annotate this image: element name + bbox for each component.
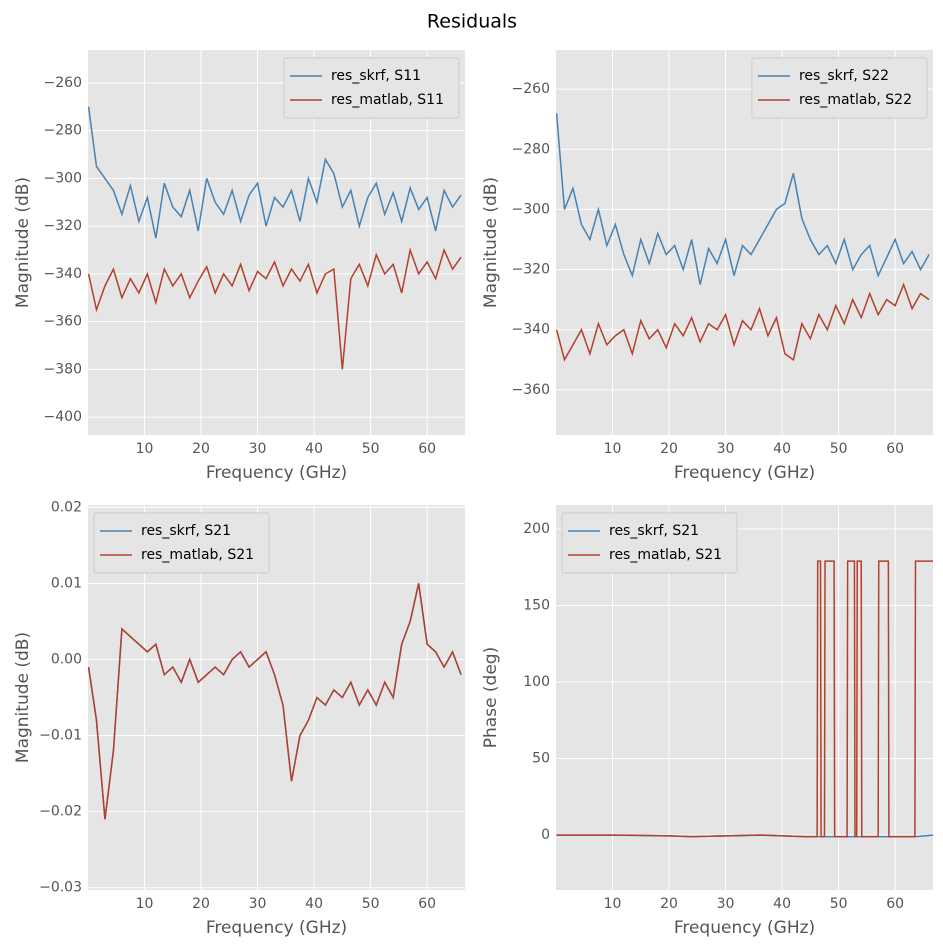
legend: res_skrf, S21 res_matlab, S21 [93, 512, 270, 574]
x-tick-label: 40 [305, 896, 323, 912]
y-tick-label: 100 [523, 674, 550, 690]
y-tick-label: 150 [523, 598, 550, 614]
subplot: 10 20 30 40 50 60 0 50 100 150 200 Frequency (GHz) P… [481, 505, 933, 938]
x-tick-label: 10 [136, 441, 154, 457]
x-axis-label: Frequency (GHz) [674, 463, 815, 483]
y-tick-label: −360 [44, 314, 82, 330]
legend-box [751, 57, 928, 119]
y-tick-label: −380 [44, 361, 82, 377]
y-tick-label: −0.01 [39, 728, 82, 744]
legend-label: res_skrf, S21 [141, 523, 231, 539]
y-tick-label: 50 [532, 751, 550, 767]
x-tick-label: 50 [362, 896, 380, 912]
subplot: 10 20 30 40 50 60 −400 −380 −360 −340 −320 −300 −280… [13, 50, 465, 483]
y-tick-label: −280 [44, 123, 82, 139]
y-tick-label: −0.03 [39, 880, 82, 896]
y-tick-label: −260 [44, 75, 82, 91]
x-tick-label: 50 [830, 441, 848, 457]
y-tick-label: −300 [512, 201, 550, 217]
x-tick-label: 30 [717, 441, 735, 457]
x-tick-label: 10 [136, 896, 154, 912]
y-tick-label: −400 [44, 409, 82, 425]
legend-box [283, 57, 460, 119]
y-tick-label: 0.01 [51, 575, 82, 591]
figure-title: Residuals [427, 11, 517, 33]
x-axis-label: Frequency (GHz) [674, 918, 815, 938]
x-tick-label: 20 [660, 896, 678, 912]
legend: res_skrf, S11 res_matlab, S11 [283, 57, 460, 119]
legend-label: res_matlab, S21 [141, 547, 254, 563]
legend-label: res_matlab, S21 [609, 547, 722, 563]
y-axis-label: Magnitude (dB) [481, 177, 501, 308]
x-tick-label: 60 [418, 441, 436, 457]
y-axis-label: Magnitude (dB) [13, 632, 33, 763]
legend-box [93, 512, 270, 574]
legend-label: res_skrf, S22 [799, 68, 889, 84]
x-tick-label: 60 [418, 896, 436, 912]
x-tick-label: 30 [249, 441, 267, 457]
y-tick-label: −300 [44, 170, 82, 186]
y-tick-label: 0 [541, 827, 550, 843]
x-tick-label: 40 [773, 896, 791, 912]
x-tick-label: 60 [886, 441, 904, 457]
x-axis-label: Frequency (GHz) [206, 918, 347, 938]
legend-label: res_skrf, S11 [331, 68, 421, 84]
subplot: 10 20 30 40 50 60 −0.03 −0.02 −0.01 0.00 0.01 0.02 F… [13, 499, 465, 938]
x-axis-label: Frequency (GHz) [206, 463, 347, 483]
x-tick-label: 60 [886, 896, 904, 912]
x-tick-label: 20 [192, 896, 210, 912]
legend-label: res_skrf, S21 [609, 523, 699, 539]
x-tick-label: 40 [305, 441, 323, 457]
legend-label: res_matlab, S22 [799, 92, 912, 108]
y-tick-label: −320 [512, 262, 550, 278]
data-line [88, 247, 462, 370]
data-line [556, 282, 930, 362]
legend: res_skrf, S21 res_matlab, S21 [561, 512, 738, 574]
y-tick-label: −340 [44, 266, 82, 282]
data-line [556, 113, 930, 285]
x-tick-label: 20 [192, 441, 210, 457]
x-tick-label: 10 [604, 441, 622, 457]
x-tick-label: 30 [249, 896, 267, 912]
x-tick-label: 50 [362, 441, 380, 457]
y-tick-label: −320 [44, 218, 82, 234]
y-tick-label: −360 [512, 382, 550, 398]
data-line [88, 106, 462, 239]
legend: res_skrf, S22 res_matlab, S22 [751, 57, 928, 119]
data-line [88, 583, 462, 820]
legend-label: res_matlab, S11 [331, 92, 444, 108]
y-tick-label: 0.02 [51, 499, 82, 515]
x-tick-label: 30 [717, 896, 735, 912]
x-tick-label: 40 [773, 441, 791, 457]
data-line [556, 560, 933, 838]
y-tick-label: −340 [512, 322, 550, 338]
legend-box [561, 512, 738, 574]
y-axis-label: Phase (deg) [481, 647, 501, 748]
y-tick-label: −0.02 [39, 804, 82, 820]
subplot: 10 20 30 40 50 60 −360 −340 −320 −300 −280 −260 Freq… [481, 50, 933, 483]
x-tick-label: 10 [604, 896, 622, 912]
x-tick-label: 50 [830, 896, 848, 912]
y-tick-label: 0.00 [51, 651, 82, 667]
y-tick-label: −280 [512, 141, 550, 157]
y-axis-label: Magnitude (dB) [13, 177, 33, 308]
y-tick-label: −260 [512, 81, 550, 97]
y-tick-label: 200 [523, 521, 550, 537]
x-tick-label: 20 [660, 441, 678, 457]
